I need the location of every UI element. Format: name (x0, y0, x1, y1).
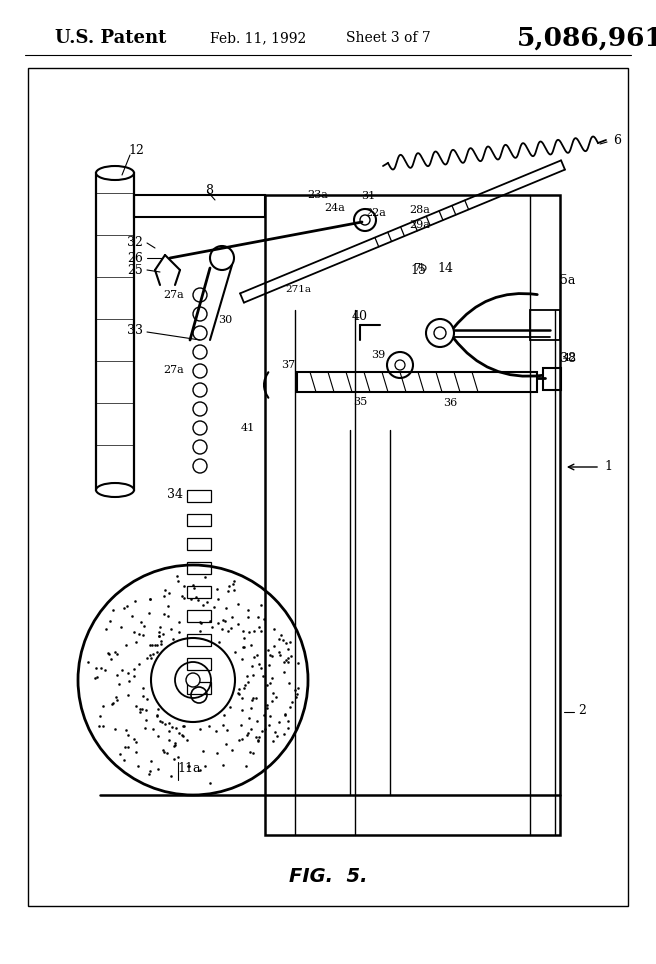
Text: Sheet 3 of 7: Sheet 3 of 7 (346, 31, 430, 45)
Text: 271a: 271a (285, 285, 311, 294)
Bar (96, 173, 134, 490)
Text: 7b: 7b (413, 263, 427, 273)
Text: 35: 35 (353, 397, 367, 407)
Text: 15: 15 (410, 263, 426, 277)
Text: 22a: 22a (365, 208, 386, 218)
Bar (297, 372, 537, 392)
Text: 5a: 5a (560, 274, 575, 286)
Text: 38: 38 (560, 352, 576, 364)
Ellipse shape (96, 483, 134, 497)
Bar (187, 658, 211, 670)
Text: 27a: 27a (163, 365, 184, 375)
Text: 6: 6 (613, 133, 621, 147)
Text: 23a: 23a (308, 190, 329, 200)
Text: 36: 36 (443, 398, 457, 408)
Text: 12: 12 (128, 144, 144, 156)
Text: 11a: 11a (177, 762, 201, 774)
Bar (187, 490, 211, 502)
Bar (187, 538, 211, 550)
Text: U.S. Patent: U.S. Patent (55, 29, 167, 47)
Circle shape (434, 327, 446, 339)
Text: 32: 32 (127, 236, 143, 250)
Bar (187, 562, 211, 574)
Ellipse shape (96, 166, 134, 180)
Text: 33: 33 (127, 324, 143, 336)
Text: 40: 40 (352, 310, 368, 324)
Text: 24a: 24a (325, 203, 346, 213)
Bar (187, 586, 211, 598)
Text: Feb. 11, 1992: Feb. 11, 1992 (210, 31, 306, 45)
Text: 2: 2 (578, 704, 586, 716)
Text: 42: 42 (563, 353, 577, 363)
Text: 28a: 28a (409, 205, 430, 215)
Circle shape (186, 673, 200, 687)
Bar (543, 368, 561, 390)
Bar (187, 610, 211, 622)
Bar (187, 682, 211, 694)
Text: 25: 25 (127, 263, 143, 277)
Text: 41: 41 (241, 423, 255, 433)
Text: 5,086,961: 5,086,961 (517, 25, 656, 50)
Text: 39: 39 (371, 350, 385, 360)
Text: 30: 30 (218, 315, 232, 325)
Text: 26: 26 (127, 252, 143, 264)
Bar (265, 195, 560, 835)
Bar (28, 68, 628, 906)
Bar (187, 514, 211, 526)
Circle shape (360, 215, 370, 225)
Circle shape (395, 360, 405, 370)
Text: 29a: 29a (409, 220, 430, 230)
Bar (530, 310, 560, 340)
Text: 14: 14 (437, 261, 453, 275)
Text: 31: 31 (361, 191, 375, 201)
Text: 8: 8 (205, 183, 213, 197)
Text: 37: 37 (281, 360, 295, 370)
Text: FIG.  5.: FIG. 5. (289, 867, 367, 886)
Text: 1: 1 (604, 461, 612, 473)
Bar (187, 634, 211, 646)
Text: 27a: 27a (163, 290, 184, 300)
Text: 34: 34 (167, 489, 183, 501)
Bar (134, 195, 265, 217)
